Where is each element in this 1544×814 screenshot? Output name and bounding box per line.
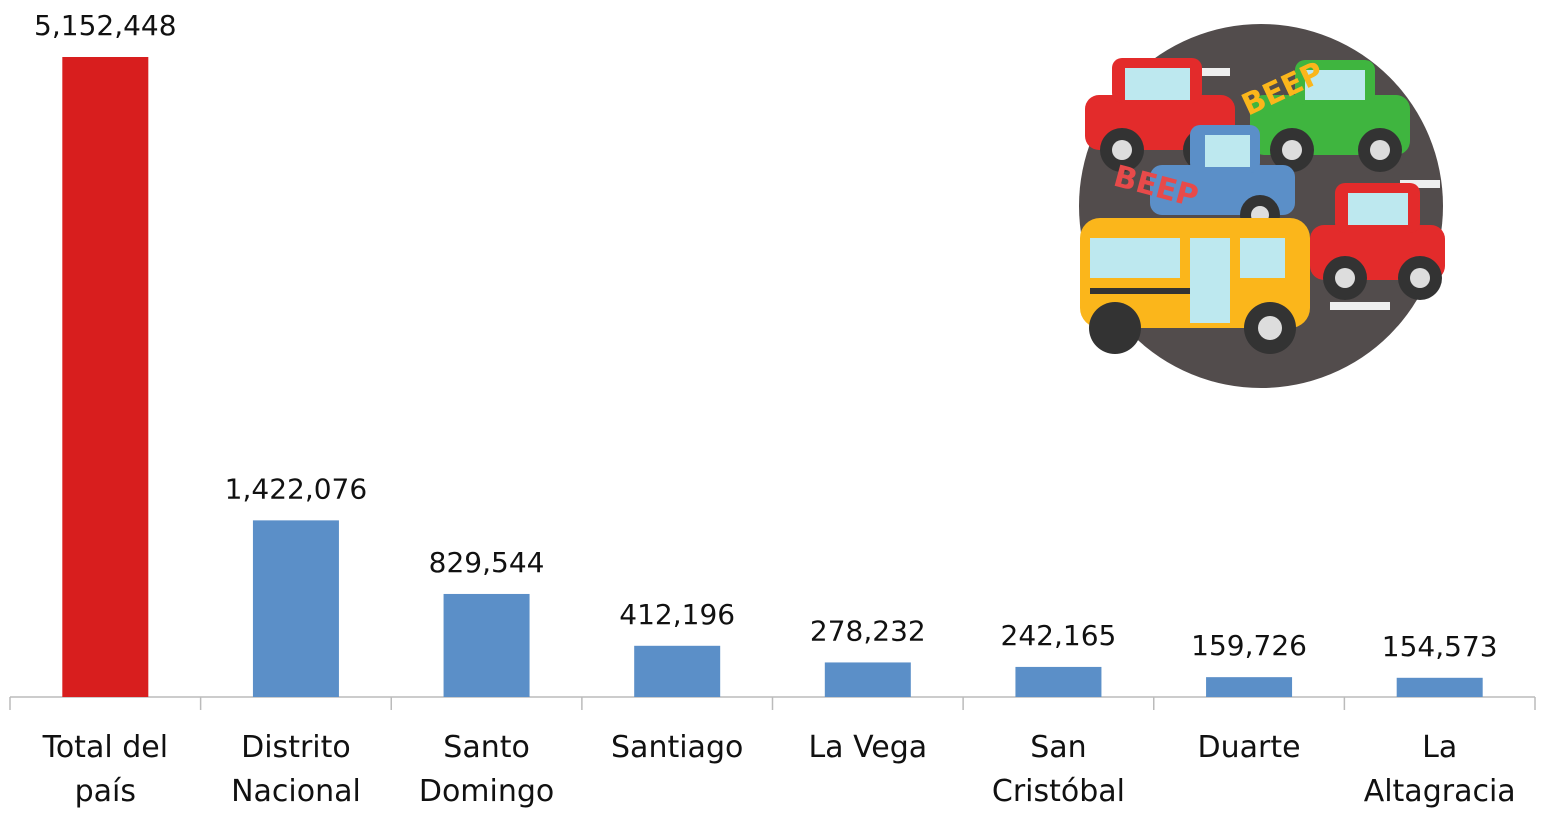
bar xyxy=(1397,678,1483,697)
bar xyxy=(634,646,720,697)
x-tick-label: Total del país xyxy=(20,726,190,814)
page: BEEP BEEP 5,152,448 1,422,076 829,544 412,1… xyxy=(0,0,1544,813)
value-label: 242,165 xyxy=(1001,619,1117,652)
x-tick-label: Santo Domingo xyxy=(402,726,572,814)
value-label: 829,544 xyxy=(429,546,545,579)
value-label: 278,232 xyxy=(810,614,926,647)
value-label: 159,726 xyxy=(1191,629,1307,662)
bar xyxy=(1015,667,1101,697)
x-tick-label: Santiago xyxy=(592,726,762,770)
bar xyxy=(444,594,530,697)
value-label: 412,196 xyxy=(619,598,735,631)
illustration: BEEP BEEP xyxy=(1079,24,1445,388)
chart: BEEP BEEP 5,152,448 1,422,076 829,544 412,1… xyxy=(0,0,1544,813)
value-label: 1,422,076 xyxy=(225,472,368,505)
x-tick-label: San Cristóbal xyxy=(973,726,1143,814)
x-tick-label: La Altagracia xyxy=(1355,726,1525,814)
bar xyxy=(253,520,339,697)
bar xyxy=(62,57,148,697)
bar xyxy=(825,662,911,697)
bar xyxy=(1206,677,1292,697)
x-tick-label: Duarte xyxy=(1164,726,1334,770)
x-tick-label: La Vega xyxy=(783,726,953,770)
x-tick-label: Distrito Nacional xyxy=(211,726,381,814)
value-label: 154,573 xyxy=(1382,630,1498,663)
value-label: 5,152,448 xyxy=(34,9,177,42)
